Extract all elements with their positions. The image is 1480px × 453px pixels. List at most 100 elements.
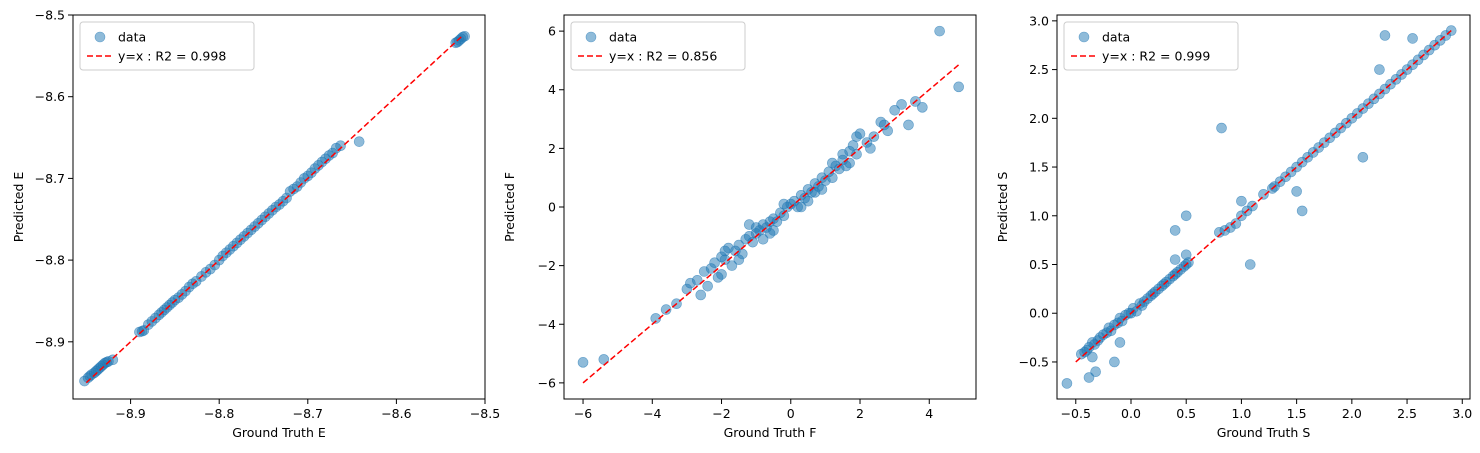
- y-tick-label: −8.6: [35, 89, 65, 104]
- y-axis-label: Predicted E: [11, 172, 26, 243]
- y-tick-label: 4: [548, 82, 556, 97]
- legend-box: [1063, 21, 1239, 71]
- y-tick-label: 0.0: [1029, 306, 1049, 321]
- scatter-point: [844, 157, 855, 169]
- y-tick-label: 1.0: [1029, 208, 1049, 223]
- scatter-point: [827, 157, 838, 169]
- scatter-point: [917, 102, 928, 113]
- scatter-point: [1258, 189, 1269, 200]
- scatter-point: [1083, 372, 1095, 383]
- y-tick-label: 2: [548, 141, 556, 156]
- scatter-point: [827, 172, 838, 183]
- x-axis-label: Ground Truth F: [724, 425, 817, 440]
- x-tick-label: −8.9: [115, 406, 145, 421]
- y-tick-label: −0.5: [1019, 354, 1049, 369]
- x-tick-label: 0.5: [1176, 406, 1196, 421]
- x-tick-label: 3.0: [1452, 406, 1472, 421]
- scatter-point: [1230, 218, 1242, 229]
- scatter-point: [1180, 210, 1192, 222]
- fit-line: [582, 64, 960, 384]
- scatter-point: [934, 25, 945, 37]
- x-tick-label: −4: [643, 406, 661, 421]
- x-tick-label: −0.5: [1061, 406, 1091, 421]
- y-tick-label: 6: [548, 24, 556, 39]
- scatter-point: [691, 274, 703, 286]
- scatter-point: [816, 184, 828, 195]
- axes-frame: [1056, 14, 1471, 400]
- fit-line: [85, 34, 464, 384]
- scatter-point: [953, 81, 964, 93]
- legend-box: [570, 21, 746, 71]
- y-tick-label: −8.7: [35, 171, 65, 186]
- legend: data y=x : R2 = 0.998: [79, 21, 255, 71]
- subplot-1: −8.9 −8.8 −8.7 −8.6 −8.5 −8.9 −8.8 −8.7 −8.6 −8.5…: [11, 8, 500, 441]
- x-axis-label: Ground Truth S: [1217, 425, 1311, 440]
- x-axis-label: Ground Truth E: [232, 425, 326, 440]
- legend-label-data: data: [118, 30, 146, 45]
- scatter-point: [837, 148, 849, 160]
- x-tick-label: −8.5: [470, 406, 500, 421]
- scatter-point: [726, 260, 738, 271]
- scatter-point: [1379, 30, 1391, 41]
- plot-area: [577, 25, 964, 384]
- scatter-point: [889, 104, 900, 116]
- scatter-point: [903, 119, 914, 131]
- y-tick-label: 2.5: [1029, 62, 1049, 77]
- scatter-point: [716, 269, 727, 280]
- scatter-point: [1244, 259, 1256, 270]
- legend-label-data: data: [609, 30, 637, 45]
- scatter-point: [1291, 186, 1302, 197]
- plot-area: [1061, 25, 1457, 389]
- y-tick-label: −4: [538, 317, 556, 332]
- scatter-point: [1407, 33, 1418, 44]
- legend-marker-data: [94, 31, 106, 43]
- fit-line: [1075, 30, 1452, 363]
- scatter-point: [660, 304, 672, 315]
- scatter-point: [353, 136, 365, 147]
- scatter-point: [1114, 337, 1126, 348]
- axes-frame: [72, 14, 486, 400]
- y-tick-label: 3.0: [1029, 13, 1049, 28]
- y-axis-label: Predicted S: [995, 172, 1010, 243]
- x-tick-label: −8.6: [381, 406, 411, 421]
- x-tick-label: −8.8: [204, 406, 234, 421]
- y-tick-label: 1.5: [1029, 160, 1049, 175]
- y-tick-label: −8.9: [35, 334, 65, 349]
- y-tick-label: 2.0: [1029, 111, 1049, 126]
- legend-label-fit: y=x : R2 = 0.856: [609, 49, 717, 64]
- y-tick-label: 0: [548, 200, 556, 215]
- scatter-point: [650, 313, 662, 324]
- legend-marker-data: [585, 31, 597, 43]
- subplot-3: −0.5 0.0 0.5 1.0 1.5 2.0 2.5 3.0 −0.5 0.0 0.5 1.0 1.…: [995, 13, 1472, 440]
- scatter-point: [709, 257, 720, 268]
- plot-area: [79, 30, 470, 387]
- scatter-point: [757, 233, 769, 245]
- scatter-point: [1374, 64, 1385, 75]
- scatter-point: [750, 222, 762, 233]
- legend: data y=x : R2 = 0.999: [1063, 21, 1239, 71]
- x-tick-label: 0.0: [1121, 406, 1141, 421]
- scatter-point: [733, 254, 745, 266]
- legend-label-fit: y=x : R2 = 0.999: [1102, 49, 1210, 64]
- scatter-point: [695, 289, 707, 301]
- scatter-point: [1169, 254, 1181, 265]
- scatter-point: [719, 245, 731, 257]
- scatter-point: [1236, 195, 1247, 207]
- x-tick-label: −8.7: [293, 406, 323, 421]
- scatter-point: [1180, 249, 1192, 261]
- x-tick-label: 0: [787, 406, 795, 421]
- y-tick-label: −2: [538, 258, 556, 273]
- legend-label-data: data: [1102, 30, 1130, 45]
- scatter-point: [795, 201, 807, 213]
- x-tick-label: −2: [712, 406, 730, 421]
- scatter-point: [865, 143, 876, 154]
- scatter-point: [577, 357, 589, 368]
- legend: data y=x : R2 = 0.856: [570, 21, 746, 71]
- y-axis-label: Predicted F: [502, 172, 517, 242]
- x-tick-label: 4: [925, 406, 933, 421]
- subplot-2: −6 −4 −2 0 2 4 −6 −4 −2 0 2 4 6 Ground Truth F Predict…: [502, 14, 977, 440]
- scatter-point: [459, 30, 470, 42]
- scatter-point: [107, 354, 119, 366]
- scatter-point: [802, 195, 814, 207]
